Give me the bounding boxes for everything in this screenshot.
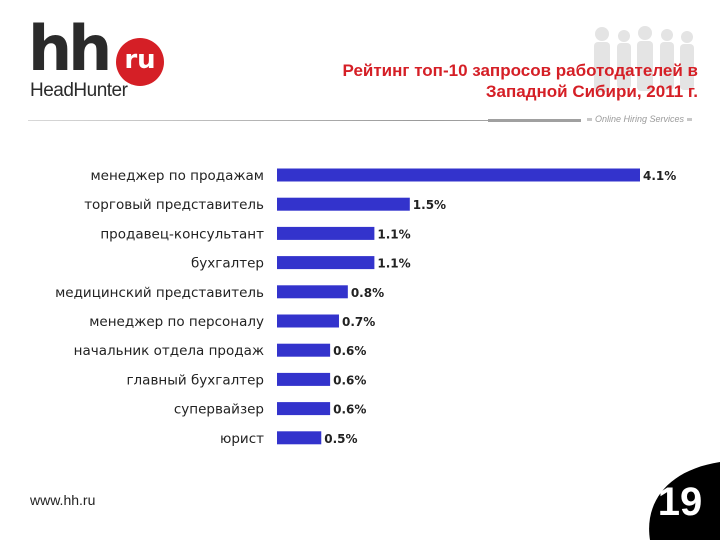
tagline-dot-left xyxy=(586,118,592,122)
header-divider xyxy=(28,120,688,121)
value-label: 0.6% xyxy=(333,344,366,358)
tagline-dot-right xyxy=(687,118,692,122)
value-label: 1.1% xyxy=(377,257,410,271)
bar xyxy=(277,314,339,328)
value-label: 0.8% xyxy=(351,286,384,300)
chart-title-line-2: Западной Сибири, 2011 г. xyxy=(485,82,698,101)
bar xyxy=(277,402,331,416)
chart-title-line-1: Рейтинг топ-10 запросов работодателей в xyxy=(342,61,698,80)
headhunter-logo: hh ru HeadHunter xyxy=(28,12,178,106)
category-label: медицинский представитель xyxy=(55,285,264,301)
tagline-text: Online Hiring Services xyxy=(594,114,684,124)
bar-chart: менеджер по продажам 4.1% торговый предста… xyxy=(55,168,676,447)
category-label: торговый представитель xyxy=(84,197,264,213)
people-silhouettes-icon xyxy=(594,26,694,92)
tagline: Online Hiring Services xyxy=(580,114,698,124)
page-number: 19 xyxy=(657,480,703,524)
value-label: 0.7% xyxy=(342,315,375,329)
category-label: менеджер по продажам xyxy=(90,168,264,184)
category-label: начальник отдела продаж xyxy=(74,343,264,359)
chart-title: Рейтинг топ-10 запросов работодателей в … xyxy=(278,60,698,102)
category-label: менеджер по персоналу xyxy=(89,314,264,330)
logo-hh-mark: hh xyxy=(28,12,112,85)
category-label: главный бухгалтер xyxy=(126,372,264,388)
value-label: 4.1% xyxy=(643,169,676,183)
value-label: 0.6% xyxy=(333,373,366,387)
category-label: юрист xyxy=(220,431,264,447)
category-label: супервайзер xyxy=(174,402,264,418)
value-label: 0.6% xyxy=(333,403,366,417)
value-label: 1.5% xyxy=(413,198,446,212)
footer-url[interactable]: www.hh.ru xyxy=(30,492,96,508)
value-label: 1.1% xyxy=(377,227,410,241)
value-label: 0.5% xyxy=(324,432,357,446)
page-number-shape xyxy=(649,462,720,540)
logo-wordmark: HeadHunter xyxy=(30,80,128,101)
logo-ru-badge: ru xyxy=(116,38,164,86)
bar xyxy=(277,226,375,240)
bar xyxy=(277,197,410,211)
bar xyxy=(277,256,375,270)
bar xyxy=(277,285,348,299)
bar xyxy=(277,168,640,182)
bar xyxy=(277,343,331,357)
header-divider-accent xyxy=(488,119,583,122)
bar xyxy=(277,431,322,445)
category-label: продавец-консультант xyxy=(100,226,264,242)
bar xyxy=(277,372,331,386)
category-label: бухгалтер xyxy=(191,256,264,272)
